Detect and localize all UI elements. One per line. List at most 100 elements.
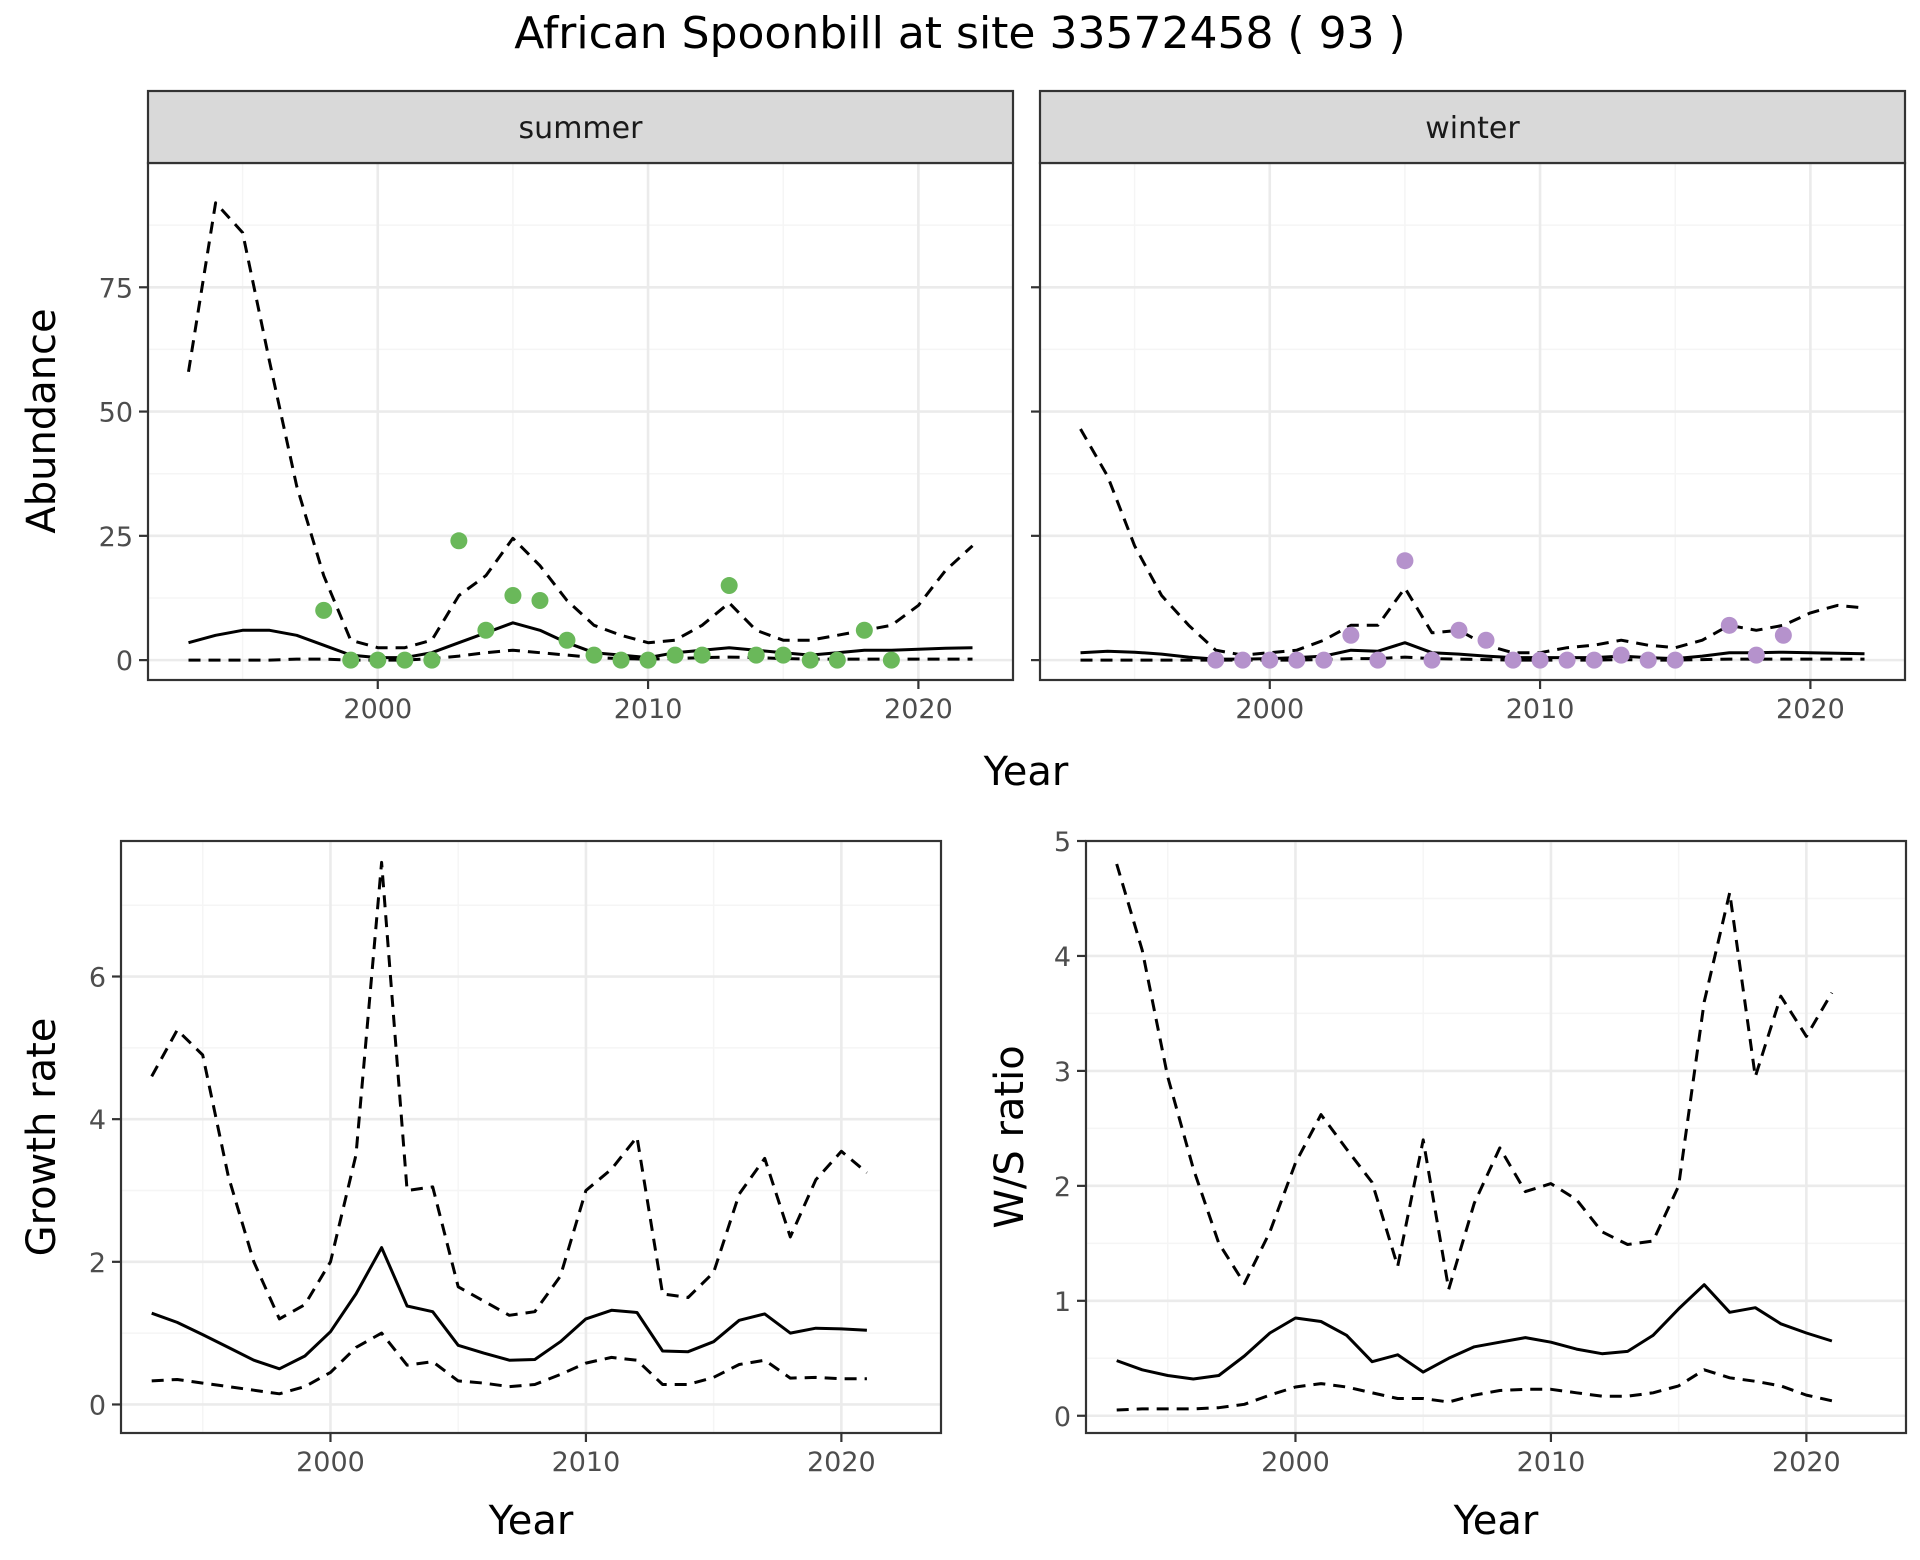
abundance-winter-data-point [1369,651,1387,669]
ratio-y-tick-label: 2 [1054,1172,1071,1203]
abundance-summer-x-tick-label: 2020 [884,694,953,725]
abundance-summer-data-point [693,646,711,664]
abundance-summer-facet-label: summer [519,111,644,146]
growth-panel-border [119,839,943,1435]
abundance-winter-data-point [1558,651,1576,669]
abundance-summer-data-point [828,651,846,669]
abundance-summer-panel-background [148,163,1013,680]
ratio-panel-background [1086,841,1906,1433]
abundance-summer-data-point [477,621,495,639]
ratio-y-tick-label: 4 [1054,942,1071,973]
abundance-winter-data-point [1261,651,1279,669]
growth-series-upper-line [150,860,868,1321]
abundance-summer-x-tick-label: 2000 [343,694,412,725]
ratio-y-tick-label: 5 [1054,827,1071,858]
ratio-series-mean-line [1116,1283,1833,1381]
abundance-summer-data-point [342,651,360,669]
abundance-winter-facet-strip [1038,89,1907,165]
ratio-panel: 2000 2010 2020 0 1 2 3 4 5 [1054,827,1908,1478]
growth-x-tick-label: 2020 [807,1447,876,1478]
abundance-winter-data-point [1747,646,1765,664]
abundance-summer-data-point [450,532,468,550]
growth-panel: 2000 2010 2020 0 2 4 6 [89,839,943,1478]
abundance-summer-facet-strip [146,89,1015,165]
abundance-summer-data-point [774,646,792,664]
main-title: African Spoonbill at site 33572458 ( 93 … [514,8,1405,59]
abundance-summer-data-point [666,646,684,664]
ratio-x-tick-label: 2000 [1261,1447,1330,1478]
abundance-winter-facet-label: winter [1425,111,1520,146]
abundance-summer-data-point [369,651,387,669]
abundance-summer-data-point [801,651,819,669]
growth-y-tick-label: 2 [89,1248,106,1279]
abundance-winter-x-tick-label: 2010 [1506,694,1575,725]
abundance-summer-y-tick-label: 75 [99,273,133,304]
ratio-x-tick-label: 2020 [1772,1447,1841,1478]
ratio-x-axis-title: Year [1453,1498,1539,1544]
abundance-winter-data-point [1396,552,1414,570]
growth-panel-background [121,841,941,1433]
growth-y-axis-title: Growth rate [19,1018,65,1257]
abundance-winter-data-point [1504,651,1522,669]
growth-y-tick-label: 0 [89,1390,106,1421]
abundance-winter-data-point [1423,651,1441,669]
abundance-summer-x-tick-label: 2010 [614,694,683,725]
abundance-winter-x-tick-label: 2020 [1776,694,1845,725]
growth-series-mean-line [151,1246,867,1371]
abundance-summer-panel: 2000 2010 2020 0 25 50 75 summer [99,89,1015,725]
abundance-winter-data-point [1585,651,1603,669]
abundance-summer-data-point [315,601,333,619]
abundance-summer-data-point [585,646,603,664]
abundance-winter-data-point [1288,651,1306,669]
abundance-winter-data-point [1774,626,1792,644]
abundance-winter-x-tick-label: 2000 [1235,694,1304,725]
ratio-x-tick-label: 2010 [1517,1447,1586,1478]
abundance-winter-data-point [1450,621,1468,639]
abundance-x-axis-title: Year [983,749,1069,795]
abundance-winter-panel: 2000 2010 2020 winter [1031,89,1907,725]
abundance-summer-data-point [396,651,414,669]
abundance-summer-data-point [612,651,630,669]
growth-y-tick-label: 6 [89,963,106,994]
abundance-winter-data-point [1720,616,1738,634]
growth-x-tick-label: 2000 [296,1447,365,1478]
abundance-summer-y-tick-label: 0 [116,646,133,677]
abundance-summer-data-point [855,621,873,639]
abundance-summer-data-point [504,586,522,604]
abundance-y-axis-title: Abundance [19,308,65,533]
abundance-summer-series-lower-line [188,648,973,662]
ratio-y-tick-label: 3 [1054,1057,1071,1088]
ratio-panel-border [1084,839,1908,1435]
abundance-summer-data-point [747,646,765,664]
ratio-series-upper-line [1115,863,1834,1291]
abundance-summer-data-point [423,651,441,669]
ratio-y-tick-label: 1 [1054,1287,1071,1318]
abundance-winter-data-point [1531,651,1549,669]
growth-y-tick-label: 4 [89,1105,106,1136]
abundance-summer-data-point [882,651,900,669]
abundance-winter-data-point [1666,651,1684,669]
abundance-winter-panel-background [1040,163,1905,680]
abundance-summer-data-point [639,651,657,669]
abundance-winter-data-point [1234,651,1252,669]
growth-series-lower-line [151,1331,867,1396]
abundance-winter-data-point [1639,651,1657,669]
abundance-winter-data-point [1477,631,1495,649]
abundance-winter-data-point [1207,651,1225,669]
ratio-series-lower-line [1116,1368,1833,1412]
growth-x-axis-title: Year [488,1498,574,1544]
growth-x-tick-label: 2010 [552,1447,621,1478]
abundance-summer-data-point [531,591,549,609]
abundance-summer-data-point [558,631,576,649]
abundance-summer-data-point [720,577,738,595]
abundance-summer-y-tick-label: 25 [99,522,133,553]
ratio-y-axis-title: W/S ratio [987,1045,1033,1228]
abundance-summer-series-mean-line [188,621,973,660]
abundance-winter-data-point [1315,651,1333,669]
abundance-summer-series-upper-line [187,201,974,650]
abundance-winter-data-point [1342,626,1360,644]
abundance-summer-y-tick-label: 50 [99,398,133,429]
abundance-winter-data-point [1612,646,1630,664]
